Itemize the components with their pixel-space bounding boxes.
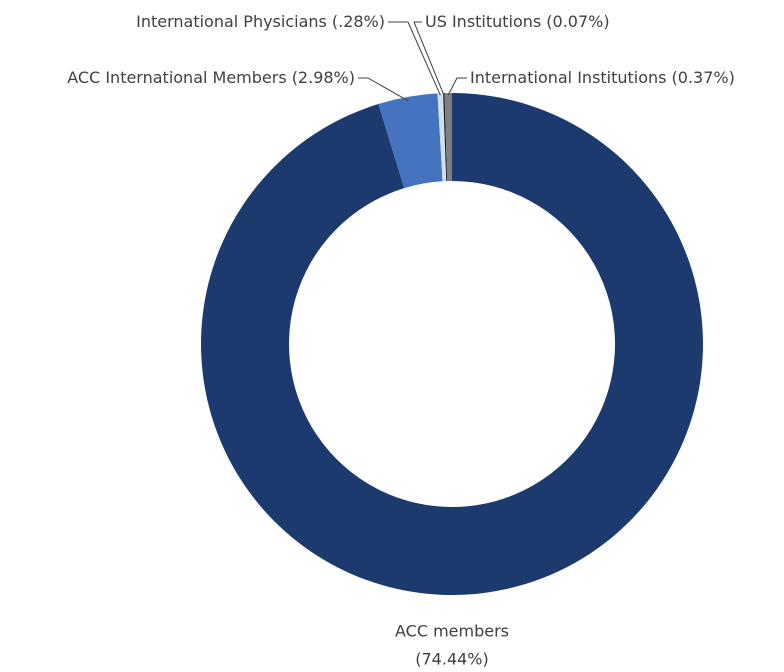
slice-value-label: (0.07%) — [546, 12, 609, 31]
leader-line — [447, 77, 467, 96]
slice-value-label: (2.98%) — [292, 68, 355, 87]
slice-label: International Physicians (.28%) — [136, 12, 385, 31]
leader-line — [388, 21, 441, 96]
slice-name: ACC International Members — [67, 68, 286, 87]
donut-slice — [443, 93, 448, 182]
slice-value-label: (0.37%) — [672, 68, 735, 87]
slice-name: International Institutions — [470, 68, 667, 87]
donut-slice — [378, 93, 443, 189]
slice-label: International Institutions (0.37%) — [470, 68, 735, 87]
slice-name: US Institutions — [425, 12, 541, 31]
donut-slice — [200, 93, 703, 595]
leader-line — [358, 77, 409, 102]
slice-label: ACC International Members (2.98%) — [67, 68, 355, 87]
donut-slice — [437, 93, 447, 182]
slice-label: ACC members — [395, 622, 509, 641]
leader-line — [413, 21, 445, 96]
donut-slice — [444, 93, 452, 182]
slice-value-label: (74.44%) — [415, 650, 489, 669]
slice-name: International Physicians — [136, 12, 327, 31]
slice-label: US Institutions (0.07%) — [425, 12, 610, 31]
slice-value-label: (.28%) — [332, 12, 385, 31]
